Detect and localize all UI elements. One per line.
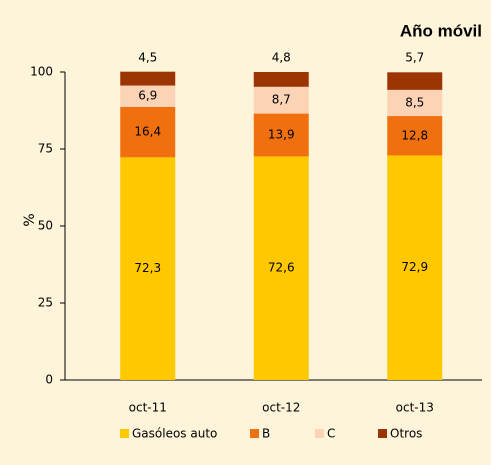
data-label: 6,9: [138, 89, 157, 103]
chart-title: Año móvil: [400, 21, 482, 40]
data-label: 72,9: [401, 260, 428, 274]
data-label: 13,9: [268, 127, 295, 141]
y-tick-label: 50: [38, 219, 53, 233]
y-tick-label: 100: [30, 65, 53, 79]
data-label: 12,8: [401, 128, 428, 142]
data-label: 72,3: [134, 261, 161, 275]
y-tick-label: 0: [45, 373, 53, 387]
legend-swatch: [315, 429, 324, 438]
x-tick-label: oct-13: [396, 401, 434, 415]
data-label: 16,4: [134, 125, 161, 139]
legend-swatch: [378, 429, 387, 438]
bar-segment: [387, 89, 443, 117]
bar-segment: [253, 72, 309, 87]
legend-label: Gasóleos auto: [132, 427, 217, 441]
y-tick-label: 25: [38, 296, 53, 310]
legend-swatch: [250, 429, 259, 438]
data-label: 5,7: [405, 51, 424, 65]
x-tick-label: oct-11: [129, 401, 167, 415]
bar-segment: [253, 86, 309, 114]
bar-segment: [120, 106, 176, 158]
bar-segment: [120, 85, 176, 107]
legend-label: Otros: [390, 427, 422, 441]
bar-segment: [387, 72, 443, 90]
data-label: 8,5: [405, 95, 424, 109]
data-label: 8,7: [272, 93, 291, 107]
bar-segment: [120, 157, 176, 380]
legend-label: B: [262, 427, 270, 441]
bar-segment: [387, 116, 443, 156]
y-axis-label: %: [22, 213, 38, 226]
legend-label: C: [327, 427, 335, 441]
bar-segment: [387, 155, 443, 380]
data-label: 72,6: [268, 261, 295, 275]
bar-segment: [253, 156, 309, 380]
data-label: 4,5: [138, 51, 157, 65]
x-tick-label: oct-12: [262, 401, 300, 415]
legend-swatch: [120, 429, 129, 438]
bar-segment: [253, 113, 309, 157]
data-label: 4,8: [272, 51, 291, 65]
y-tick-label: 75: [38, 142, 53, 156]
bar-segment: [120, 71, 176, 86]
